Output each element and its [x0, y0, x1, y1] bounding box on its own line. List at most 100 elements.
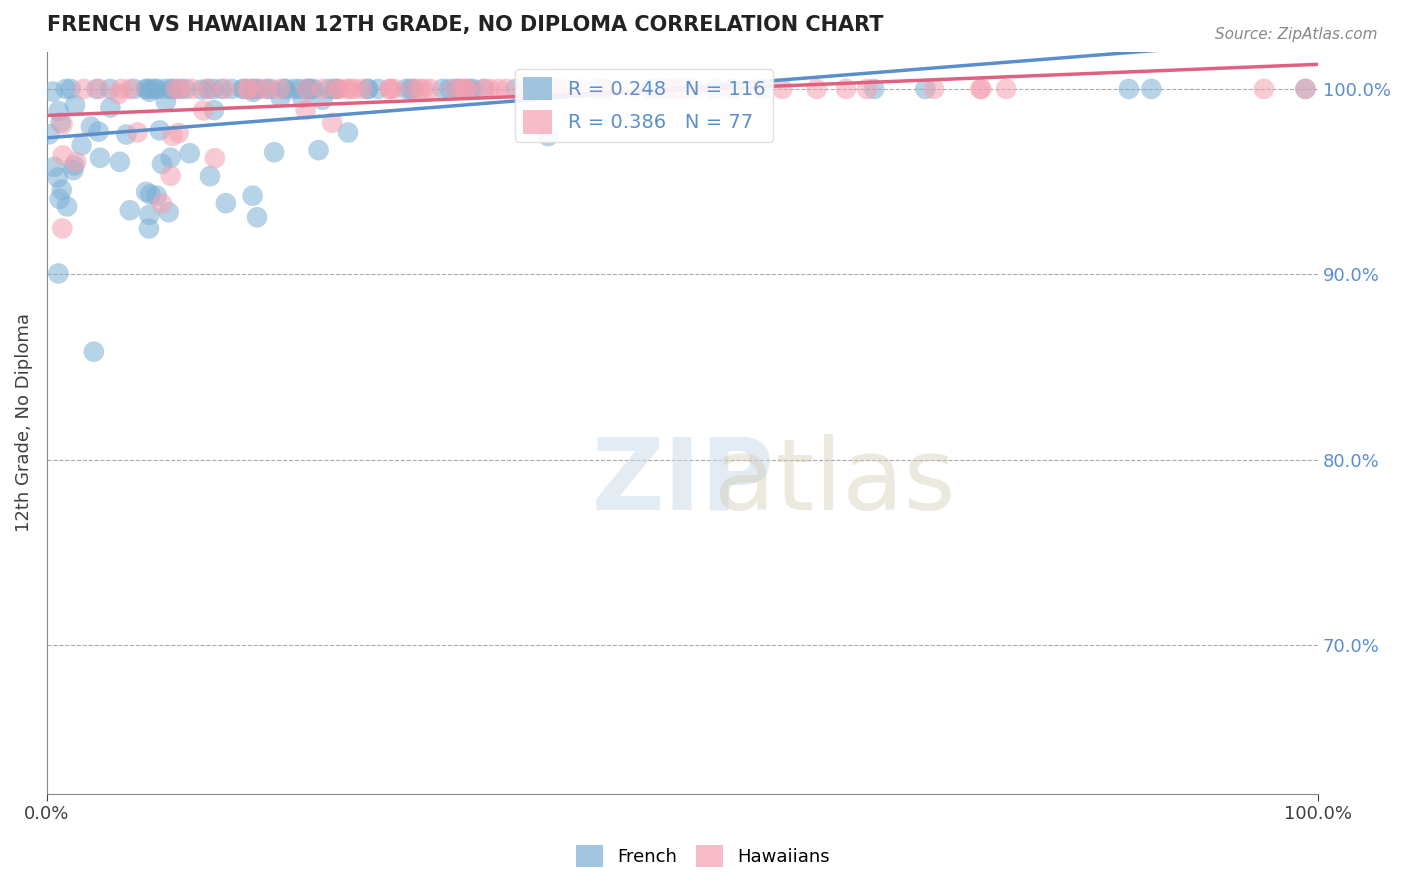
Hawaiians [159, 169, 181, 183]
Hawaiians [515, 82, 537, 96]
Hawaiians [486, 82, 509, 96]
French [242, 85, 264, 99]
Hawaiians [495, 82, 517, 96]
French [516, 82, 538, 96]
French [274, 82, 297, 96]
French [63, 158, 86, 172]
French [232, 82, 254, 96]
French [395, 82, 418, 96]
French [170, 82, 193, 96]
French [136, 82, 159, 96]
French [399, 82, 422, 96]
Hawaiians [65, 155, 87, 169]
Hawaiians [197, 82, 219, 96]
French [211, 82, 233, 96]
French [402, 82, 425, 96]
Hawaiians [336, 82, 359, 96]
French [86, 82, 108, 96]
French [449, 82, 471, 96]
Hawaiians [456, 82, 478, 96]
French [537, 129, 560, 144]
Hawaiians [343, 82, 366, 96]
Legend: French, Hawaiians: French, Hawaiians [569, 838, 837, 874]
French [356, 82, 378, 96]
Hawaiians [721, 82, 744, 96]
French [357, 82, 380, 96]
French [155, 95, 177, 109]
Hawaiians [378, 82, 401, 96]
French [59, 82, 82, 96]
French [703, 82, 725, 96]
Hawaiians [247, 82, 270, 96]
Hawaiians [413, 82, 436, 96]
French [38, 127, 60, 141]
French [153, 82, 176, 96]
French [162, 82, 184, 96]
Hawaiians [51, 221, 73, 235]
French [260, 82, 283, 96]
Hawaiians [214, 82, 236, 96]
French [458, 82, 481, 96]
French [179, 146, 201, 161]
Hawaiians [1253, 82, 1275, 96]
Hawaiians [450, 82, 472, 96]
French [135, 185, 157, 199]
French [139, 187, 162, 202]
Hawaiians [339, 82, 361, 96]
French [299, 82, 322, 96]
French [1294, 82, 1316, 96]
French [273, 82, 295, 96]
Hawaiians [409, 82, 432, 96]
French [48, 103, 70, 118]
Text: atlas: atlas [714, 434, 956, 531]
French [283, 82, 305, 96]
French [118, 203, 141, 218]
French [197, 82, 219, 96]
French [138, 221, 160, 235]
French [505, 82, 527, 96]
Hawaiians [52, 117, 75, 131]
French [44, 160, 66, 174]
Hawaiians [685, 82, 707, 96]
French [215, 196, 238, 211]
French [288, 82, 311, 96]
Hawaiians [679, 82, 702, 96]
Text: Source: ZipAtlas.com: Source: ZipAtlas.com [1215, 27, 1378, 42]
Hawaiians [382, 82, 405, 96]
French [62, 163, 84, 178]
French [143, 82, 166, 96]
French [135, 82, 157, 96]
Hawaiians [378, 82, 401, 96]
French [145, 188, 167, 202]
French [146, 82, 169, 96]
French [270, 90, 292, 104]
French [247, 82, 270, 96]
Hawaiians [664, 82, 686, 96]
Hawaiians [352, 82, 374, 96]
Hawaiians [118, 82, 141, 96]
French [652, 82, 675, 96]
French [87, 125, 110, 139]
French [914, 82, 936, 96]
Hawaiians [257, 82, 280, 96]
Hawaiians [204, 151, 226, 165]
French [198, 169, 221, 183]
French [202, 82, 225, 96]
Hawaiians [969, 82, 991, 96]
French [263, 145, 285, 160]
French [56, 199, 79, 213]
French [246, 211, 269, 225]
French [63, 98, 86, 112]
Hawaiians [404, 82, 426, 96]
French [138, 208, 160, 222]
Hawaiians [657, 82, 679, 96]
French [98, 82, 121, 96]
French [472, 82, 495, 96]
French [337, 126, 360, 140]
Hawaiians [654, 82, 676, 96]
Hawaiians [1294, 82, 1316, 96]
Hawaiians [294, 103, 316, 117]
French [1140, 82, 1163, 96]
French [174, 82, 197, 96]
Hawaiians [127, 125, 149, 139]
